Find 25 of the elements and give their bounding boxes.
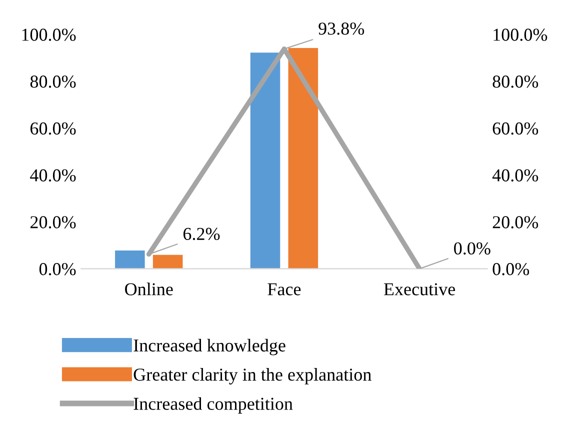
x-tick-label: Executive <box>384 283 455 296</box>
bar <box>250 52 280 269</box>
bar <box>288 48 318 269</box>
y2-tick-label: 0.0% <box>492 263 530 276</box>
y-tick-label: 80.0% <box>30 76 76 88</box>
y-tick-label: 100.0% <box>22 28 76 41</box>
y2-tick-label: 100.0% <box>494 28 548 41</box>
bar <box>115 250 145 269</box>
legend-label: Increased competition <box>134 397 293 414</box>
legend-label: Greater clarity in the explanation <box>134 368 372 384</box>
x-tick-label: Online <box>125 282 173 296</box>
legend-label: Increased knowledge <box>134 338 286 356</box>
x-tick-label: Face <box>268 283 301 296</box>
bar <box>152 254 183 269</box>
y2-tick-label: 20.0% <box>492 216 538 228</box>
y2-tick-label: 40.0% <box>492 169 538 182</box>
y-tick-label: 0.0% <box>39 263 76 276</box>
y2-tick-label: 60.0% <box>492 122 538 135</box>
y2-tick-label: 80.0% <box>492 76 538 88</box>
data-label: 93.8% <box>318 22 364 35</box>
y-tick-label: 20.0% <box>30 216 76 228</box>
data-label: 0.0% <box>454 242 490 255</box>
data-label: 6.2% <box>183 228 220 240</box>
y-tick-label: 60.0% <box>30 122 76 135</box>
y-tick-label: 40.0% <box>30 169 76 182</box>
